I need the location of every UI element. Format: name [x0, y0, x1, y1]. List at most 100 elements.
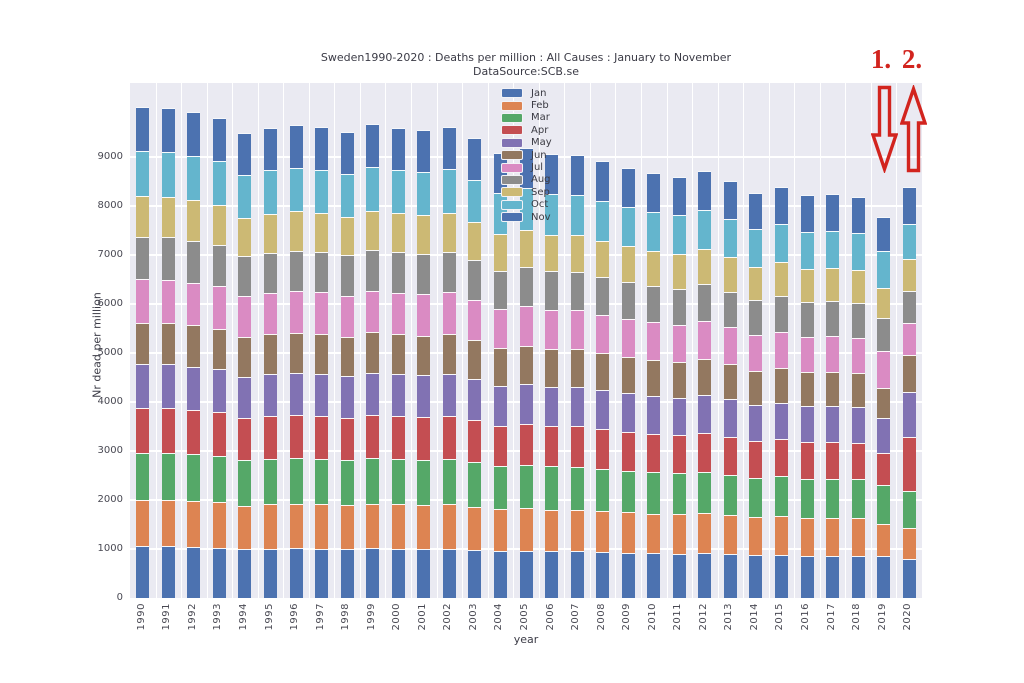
- bar-segment-sep-2009: [621, 246, 635, 282]
- legend-item-sep: Sep: [501, 186, 552, 198]
- bar-segment-jul-2002: [442, 292, 456, 334]
- x-tick-label-2002: 2002: [442, 603, 454, 631]
- bar-segment-mar-2007: [570, 466, 584, 510]
- bar-segment-feb-2016: [800, 517, 814, 556]
- bar-segment-oct-2010: [647, 211, 661, 251]
- bar-segment-oct-1996: [289, 167, 303, 212]
- bar-segment-jul-1996: [289, 291, 303, 333]
- bar-segment-oct-2020: [902, 224, 916, 260]
- bar-segment-sep-1996: [289, 211, 303, 251]
- bar-segment-jun-2004: [493, 348, 507, 387]
- y-tick-label: 9000: [97, 150, 123, 162]
- x-tick-label-2000: 2000: [391, 603, 403, 631]
- bar-segment-mar-2003: [468, 461, 482, 507]
- legend-swatch-icon: [501, 125, 523, 136]
- bar-segment-apr-1994: [238, 418, 252, 461]
- bar-segment-apr-1999: [366, 414, 380, 458]
- y-tick-label: 5000: [97, 346, 123, 358]
- legend: Jan Feb Mar Apr May Jun Jul Aug Sep Oct Nov: [501, 87, 552, 223]
- legend-item-jul: Jul: [501, 161, 552, 173]
- bar-segment-jun-1992: [187, 325, 201, 367]
- bar-segment-jun-2001: [417, 335, 431, 376]
- bar-segment-feb-2018: [851, 518, 865, 556]
- bar-segment-oct-1999: [366, 167, 380, 211]
- legend-item-may: May: [501, 137, 552, 149]
- bar-segment-oct-1997: [315, 169, 329, 213]
- bar-segment-feb-2004: [493, 509, 507, 552]
- chart-subtitle: DataSource:SCB.se: [473, 64, 579, 78]
- bar-segment-may-1990: [136, 364, 150, 409]
- bar-segment-nov-2009: [621, 167, 635, 207]
- bar-segment-may-2003: [468, 379, 482, 421]
- bar-segment-may-2006: [545, 386, 559, 427]
- bar-segment-jul-2005: [519, 305, 533, 346]
- bar-segment-jul-2007: [570, 310, 584, 350]
- legend-swatch-icon: [501, 112, 523, 123]
- y-tick-label: 8000: [97, 199, 123, 211]
- legend-swatch-icon: [501, 137, 523, 148]
- bar-segment-jan-2005: [519, 550, 533, 598]
- bar-segment-feb-2006: [545, 509, 559, 552]
- bar-segment-sep-2004: [493, 233, 507, 271]
- bar-segment-may-1998: [340, 376, 354, 418]
- bar-segment-mar-2017: [826, 478, 840, 518]
- bar-segment-sep-1998: [340, 216, 354, 256]
- bar-segment-may-2014: [749, 405, 763, 442]
- bar-segment-may-2001: [417, 375, 431, 417]
- bar-segment-aug-2020: [902, 291, 916, 324]
- bar-segment-may-2016: [800, 406, 814, 443]
- bar-segment-mar-2019: [877, 485, 891, 525]
- legend-item-mar: Mar: [501, 112, 552, 124]
- x-tick-label-2001: 2001: [416, 603, 428, 631]
- x-tick-label-2020: 2020: [902, 603, 914, 631]
- legend-item-jun: Jun: [501, 149, 552, 161]
- bar-column-2008: [596, 161, 610, 598]
- bar-segment-sep-2013: [723, 256, 737, 292]
- bar-segment-feb-2015: [774, 516, 788, 555]
- x-tick-label-2014: 2014: [748, 603, 760, 631]
- bar-segment-nov-1998: [340, 131, 354, 174]
- x-tick-label-1993: 1993: [212, 603, 224, 631]
- arrow-down-icon: [871, 85, 898, 173]
- bar-segment-mar-1998: [340, 460, 354, 506]
- bar-segment-jan-2020: [902, 558, 916, 598]
- bar-segment-sep-2005: [519, 229, 533, 268]
- bar-segment-nov-2006: [545, 153, 559, 194]
- bar-segment-nov-1991: [161, 107, 175, 152]
- bar-segment-apr-2017: [826, 441, 840, 479]
- bar-segment-jun-2000: [391, 334, 405, 375]
- bar-segment-feb-2001: [417, 504, 431, 549]
- bar-segment-jun-2010: [647, 359, 661, 396]
- bar-segment-aug-1994: [238, 256, 252, 297]
- bar-segment-apr-1996: [289, 415, 303, 459]
- x-tick-label-2012: 2012: [697, 603, 709, 631]
- bar-segment-jul-2008: [596, 314, 610, 353]
- bar-segment-aug-2006: [545, 271, 559, 310]
- bar-segment-mar-2016: [800, 478, 814, 518]
- bar-segment-jul-1994: [238, 296, 252, 338]
- bar-segment-jul-2006: [545, 309, 559, 349]
- bar-segment-jan-2009: [621, 552, 635, 598]
- x-tick-label-2019: 2019: [876, 603, 888, 631]
- bar-segment-jan-2010: [647, 553, 661, 598]
- bar-segment-oct-1991: [161, 151, 175, 197]
- bar-segment-jun-2015: [774, 367, 788, 403]
- gridline-vertical: [717, 83, 719, 598]
- bar-column-2014: [749, 193, 763, 598]
- bar-segment-may-2007: [570, 386, 584, 427]
- bar-segment-jul-1995: [264, 293, 278, 335]
- bar-segment-mar-2000: [391, 458, 405, 505]
- bar-segment-feb-2020: [902, 527, 916, 559]
- bar-segment-sep-2015: [774, 262, 788, 297]
- legend-label: Sep: [531, 186, 550, 198]
- bar-segment-jul-1992: [187, 282, 201, 326]
- bar-segment-jun-1999: [366, 332, 380, 373]
- gridline-vertical: [640, 83, 642, 598]
- bar-segment-jul-2001: [417, 294, 431, 336]
- bar-segment-nov-1990: [136, 107, 150, 152]
- bar-column-2015: [774, 187, 788, 598]
- bar-segment-aug-2018: [851, 303, 865, 338]
- legend-item-feb: Feb: [501, 99, 552, 111]
- bar-segment-sep-2020: [902, 259, 916, 292]
- gridline-vertical: [334, 83, 336, 598]
